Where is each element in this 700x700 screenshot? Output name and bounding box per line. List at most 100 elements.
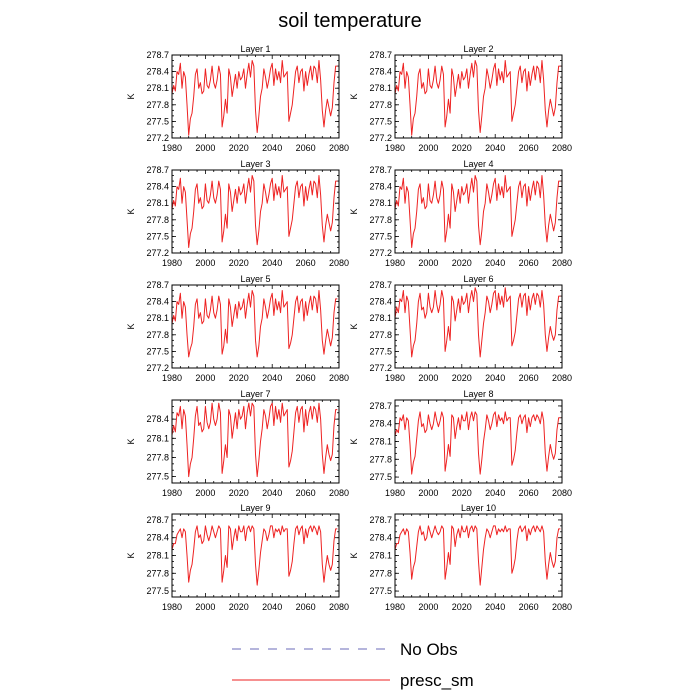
x-tick-label: 2000 <box>195 143 215 153</box>
panel-title: Layer 8 <box>463 389 493 399</box>
series-line-presc-sm <box>171 402 338 478</box>
x-tick-label: 2040 <box>485 258 505 268</box>
series-line-presc-sm <box>171 175 338 248</box>
x-tick-label: 2040 <box>262 258 282 268</box>
x-tick-label: 2060 <box>296 143 316 153</box>
panel-title: Layer 1 <box>240 44 270 54</box>
y-tick-label: 277.5 <box>369 116 392 126</box>
y-tick-label: 278.7 <box>146 280 169 290</box>
x-tick-label: 2080 <box>329 602 349 612</box>
y-tick-label: 278.4 <box>146 67 169 77</box>
y-tick-label: 277.5 <box>146 472 169 482</box>
y-tick-label: 278.1 <box>369 83 392 93</box>
panel-title: Layer 7 <box>240 389 270 399</box>
y-tick-label: 278.1 <box>146 313 169 323</box>
series-line-presc-sm <box>394 175 561 248</box>
x-tick-label: 2060 <box>296 488 316 498</box>
y-axis-label: K <box>349 93 359 99</box>
panel-layer-3: Layer 3 1980 2000 2020 2040 2060 2080 277.2 277.… <box>126 159 349 268</box>
y-tick-label: 277.2 <box>369 248 392 258</box>
y-tick-label: 278.4 <box>369 419 392 429</box>
series-line-presc-sm <box>394 60 561 136</box>
x-tick-label: 2080 <box>329 488 349 498</box>
y-tick-label: 278.7 <box>369 165 392 175</box>
x-tick-label: 1980 <box>162 143 182 153</box>
y-tick-label: 278.1 <box>369 198 392 208</box>
y-tick-label: 278.4 <box>369 297 392 307</box>
legend-label-presc-sm: presc_sm <box>400 671 474 690</box>
legend: No Obs presc_sm <box>232 640 474 690</box>
panel-layer-8: Layer 8 1980 2000 2020 2040 2060 2080 277.5 277.… <box>349 389 572 498</box>
y-tick-label: 277.2 <box>369 363 392 373</box>
y-tick-label: 278.7 <box>369 280 392 290</box>
x-tick-label: 2060 <box>519 488 539 498</box>
y-tick-label: 278.4 <box>369 67 392 77</box>
x-tick-label: 2040 <box>485 373 505 383</box>
y-axis-label: K <box>126 93 136 99</box>
x-tick-label: 2000 <box>418 258 438 268</box>
y-axis-label: K <box>126 323 136 329</box>
x-tick-label: 2040 <box>262 488 282 498</box>
x-tick-label: 2000 <box>195 602 215 612</box>
x-tick-label: 2080 <box>552 143 572 153</box>
y-tick-label: 277.2 <box>146 248 169 258</box>
plot-frame <box>171 54 340 139</box>
y-axis-label: K <box>126 208 136 214</box>
y-axis-label: K <box>126 438 136 444</box>
x-tick-label: 1980 <box>385 143 405 153</box>
x-tick-label: 2060 <box>296 258 316 268</box>
x-tick-label: 2080 <box>552 373 572 383</box>
y-tick-label: 277.2 <box>146 133 169 143</box>
y-axis-label: K <box>349 323 359 329</box>
y-tick-label: 277.5 <box>146 346 169 356</box>
series-line-presc-sm <box>171 290 338 358</box>
x-tick-label: 2020 <box>452 258 472 268</box>
x-tick-label: 1980 <box>162 602 182 612</box>
x-tick-label: 2000 <box>195 258 215 268</box>
panel-layer-9: Layer 9 1980 2000 2020 2040 2060 2080 277.5 277.… <box>126 503 349 612</box>
panels-grid: Layer 1 1980 2000 2020 2040 2060 2080 277.2 277.… <box>126 44 572 612</box>
x-tick-label: 2040 <box>485 143 505 153</box>
plot-frame <box>394 399 563 484</box>
y-tick-label: 277.8 <box>146 100 169 110</box>
x-tick-label: 2080 <box>329 258 349 268</box>
x-tick-label: 1980 <box>385 488 405 498</box>
y-tick-label: 278.4 <box>146 533 169 543</box>
y-tick-label: 278.7 <box>369 401 392 411</box>
x-tick-label: 1980 <box>162 373 182 383</box>
plot-frame <box>171 169 340 254</box>
y-tick-label: 278.4 <box>369 182 392 192</box>
x-tick-label: 2020 <box>452 373 472 383</box>
y-tick-label: 278.7 <box>146 50 169 60</box>
x-tick-label: 2040 <box>262 143 282 153</box>
panel-layer-1: Layer 1 1980 2000 2020 2040 2060 2080 277.2 277.… <box>126 44 349 153</box>
y-tick-label: 277.8 <box>146 568 169 578</box>
panel-layer-6: Layer 6 1980 2000 2020 2040 2060 2080 277.2 277.… <box>349 274 572 383</box>
y-tick-label: 277.5 <box>369 346 392 356</box>
series-line-presc-sm <box>394 287 561 358</box>
panel-title: Layer 4 <box>463 159 493 169</box>
y-tick-label: 278.7 <box>146 515 169 525</box>
y-tick-label: 277.5 <box>369 472 392 482</box>
x-tick-label: 2040 <box>262 602 282 612</box>
x-tick-label: 2080 <box>329 373 349 383</box>
y-tick-label: 277.8 <box>146 215 169 225</box>
y-axis-label: K <box>126 552 136 558</box>
y-tick-label: 278.4 <box>369 533 392 543</box>
x-tick-label: 2060 <box>519 258 539 268</box>
x-tick-label: 2000 <box>418 143 438 153</box>
plot-frame <box>171 513 340 598</box>
x-tick-label: 1980 <box>162 488 182 498</box>
y-tick-label: 277.5 <box>369 231 392 241</box>
panel-title: Layer 10 <box>461 503 496 513</box>
y-tick-label: 278.7 <box>369 515 392 525</box>
x-tick-label: 2060 <box>519 373 539 383</box>
plot-frame <box>394 513 563 598</box>
y-tick-label: 277.2 <box>146 363 169 373</box>
series-line-presc-sm <box>394 525 561 586</box>
x-tick-label: 1980 <box>385 373 405 383</box>
x-tick-label: 2080 <box>552 258 572 268</box>
x-tick-label: 2080 <box>552 488 572 498</box>
series-line-presc-sm <box>171 525 338 586</box>
x-tick-label: 2080 <box>552 602 572 612</box>
